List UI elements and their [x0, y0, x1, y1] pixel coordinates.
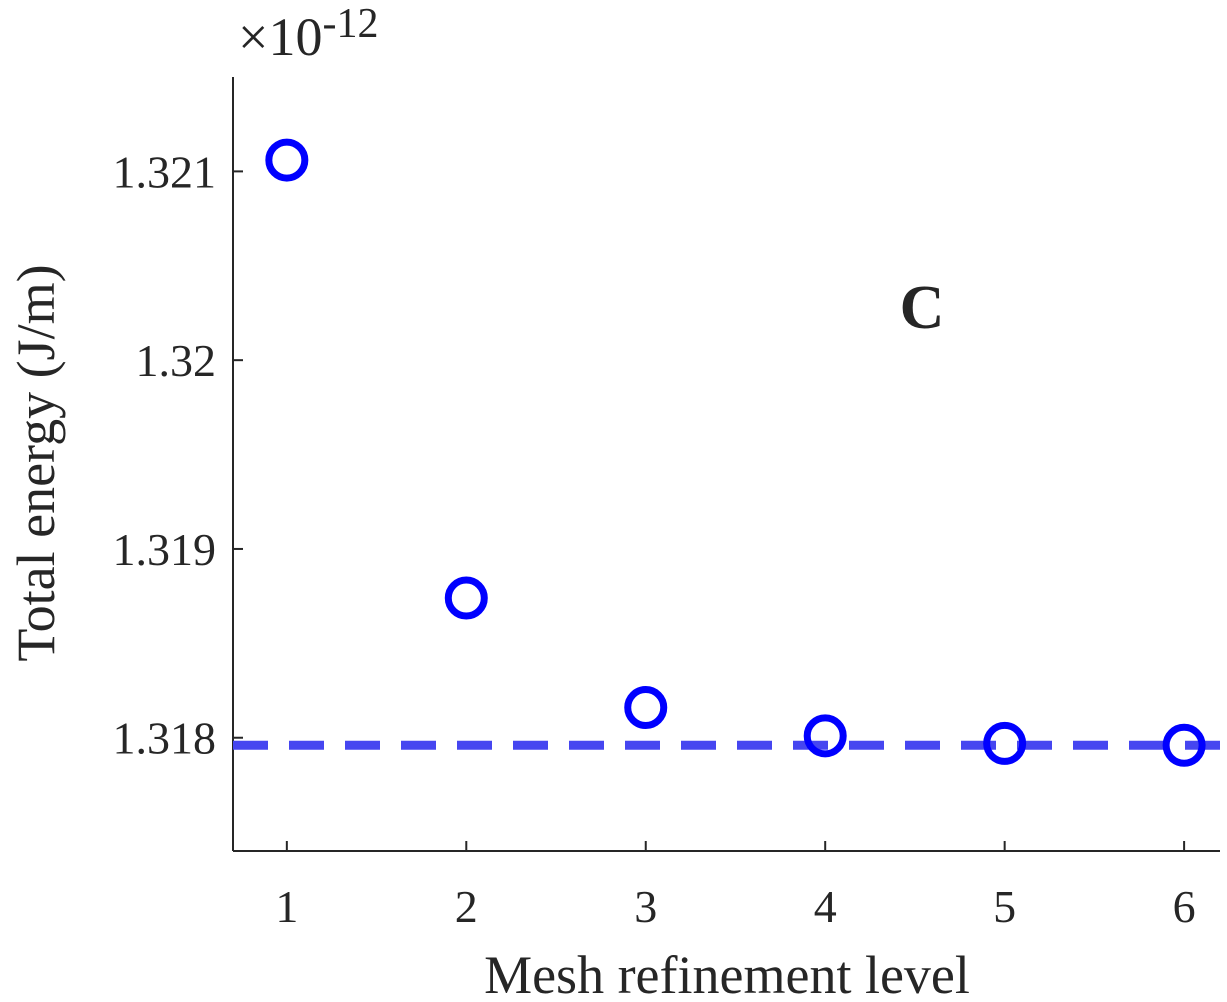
panel-label: C — [900, 274, 945, 342]
y-exponent-label: ×10-12 — [238, 1, 378, 67]
data-point — [624, 686, 668, 730]
data-point — [265, 138, 309, 182]
y-axis-title: Total energy (J/m) — [6, 264, 66, 661]
y-tick-label: 1.318 — [113, 713, 217, 764]
data-point — [1162, 723, 1206, 767]
y-exponent-power: -12 — [322, 1, 378, 47]
x-axis-title: Mesh refinement level — [484, 945, 970, 1002]
x-tick-label: 2 — [455, 881, 478, 932]
x-tick-label: 5 — [993, 881, 1016, 932]
y-tick-label: 1.319 — [113, 524, 217, 575]
data-point — [444, 576, 488, 620]
x-tick-label: 3 — [634, 881, 657, 932]
x-tick-label: 4 — [814, 881, 837, 932]
y-tick-label: 1.321 — [113, 146, 217, 197]
y-tick-label: 1.32 — [136, 335, 217, 386]
x-tick-label: 6 — [1173, 881, 1196, 932]
data-point — [803, 714, 847, 758]
markers — [265, 138, 1206, 767]
x-tick-label: 1 — [275, 881, 298, 932]
axes: 1 2 3 4 5 6 1.318 1.319 1.32 1.321 — [113, 77, 1220, 932]
data-point — [983, 721, 1027, 765]
